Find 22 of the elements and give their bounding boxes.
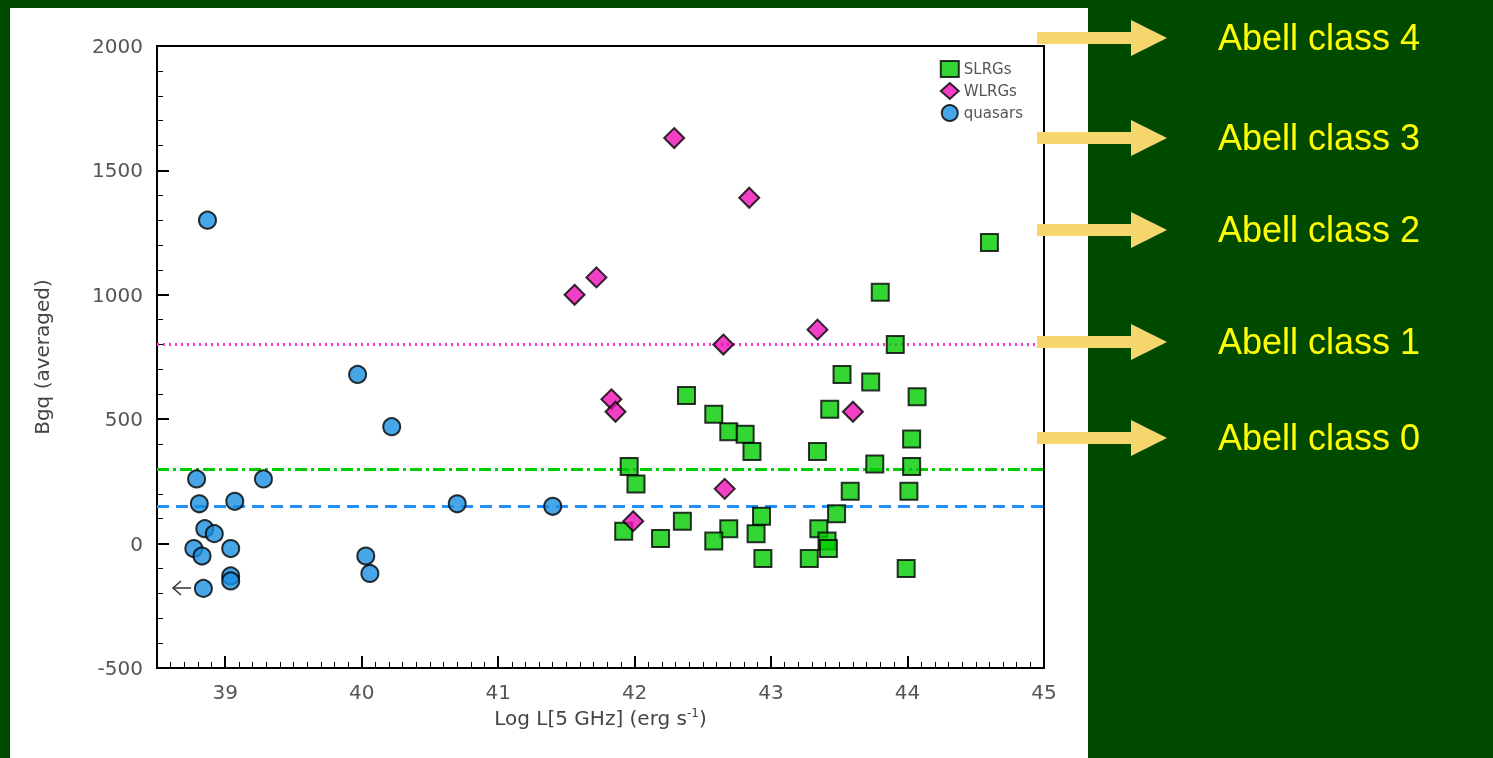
legend-label: WLRGs <box>963 82 1018 100</box>
y-tick-label: 0 <box>130 531 143 556</box>
text: Abell class 1 <box>1218 320 1421 364</box>
x-tick-label: 39 <box>212 680 238 704</box>
x-tick-label: 40 <box>348 680 375 704</box>
x-tick-label: 44 <box>894 680 921 704</box>
y-tick-label: -500 <box>97 656 143 680</box>
legend-label: quasars <box>963 104 1024 122</box>
y-tick-label: 500 <box>104 407 143 432</box>
y-tick-label: 1000 <box>92 282 143 307</box>
y-axis-title: Bgq (averaged) <box>30 279 54 435</box>
x-tick-label: 43 <box>758 680 784 704</box>
legend-label: SLRGs <box>963 60 1012 78</box>
text: Abell class 4 <box>1218 16 1421 60</box>
text: Abell class 2 <box>1218 208 1421 252</box>
y-tick-label: 2000 <box>92 34 143 58</box>
x-tick-label: 45 <box>1031 680 1057 704</box>
y-tick-label: 1500 <box>92 158 143 183</box>
text: Abell class 3 <box>1218 116 1421 160</box>
text: Abell class 0 <box>1218 416 1421 460</box>
x-tick-label: 42 <box>621 680 648 704</box>
x-tick-label: 41 <box>485 680 511 704</box>
